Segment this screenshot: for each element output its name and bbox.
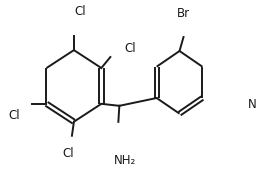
Text: Cl: Cl xyxy=(63,147,74,159)
Text: Cl: Cl xyxy=(9,109,20,122)
Text: NH₂: NH₂ xyxy=(114,154,136,167)
Text: Cl: Cl xyxy=(125,42,136,55)
Text: N: N xyxy=(248,98,257,111)
Text: Cl: Cl xyxy=(75,5,86,18)
Text: Br: Br xyxy=(177,7,190,20)
